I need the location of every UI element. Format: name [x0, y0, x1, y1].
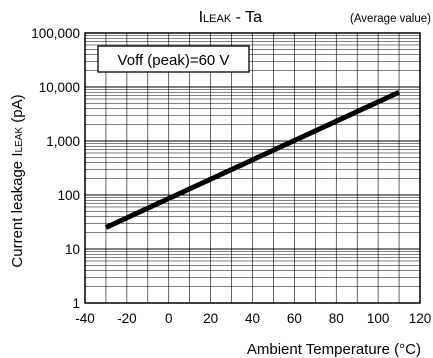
y-tick-label: 100,000 — [31, 26, 80, 41]
y-tick-label: 10,000 — [39, 80, 80, 95]
x-tick-label: 100 — [367, 311, 390, 326]
ylabel-unit: (pA) — [9, 94, 26, 127]
x-tick-label: 80 — [329, 311, 344, 326]
y-tick-label: 1 — [72, 296, 80, 311]
annotation-box: Voff (peak)=60 V — [97, 45, 250, 73]
plot-frame — [84, 32, 421, 304]
x-tick-label: 0 — [165, 311, 173, 326]
series-line — [104, 89, 401, 230]
y-tick-label: 10 — [65, 242, 80, 257]
x-tick-label: 60 — [287, 311, 302, 326]
x-tick-label: -40 — [75, 311, 95, 326]
title-rest: - Ta — [231, 9, 262, 26]
annotation-frame — [97, 45, 250, 73]
grid-lines — [85, 33, 420, 303]
y-axis-label: Current leakage ILEAK (pA) — [9, 94, 26, 267]
x-tick-label: 40 — [245, 311, 260, 326]
title-sub: LEAK — [203, 13, 232, 25]
x-tick-labels: -40 -20 0 20 40 60 80 100 120 — [75, 311, 431, 326]
x-tick-label: -20 — [117, 311, 137, 326]
chart-subtitle: (Average value) — [350, 13, 431, 25]
chart-title: ILEAK - Ta — [199, 9, 263, 26]
y-tick-label: 100 — [57, 188, 80, 203]
y-tick-labels: 1 10 100 1,000 10,000 100,000 — [31, 26, 80, 311]
ylabel-sub: LEAK — [14, 127, 25, 153]
ylabel-main: Current leakage I — [9, 153, 26, 268]
annotation-text: Voff (peak)=60 V — [118, 52, 230, 69]
x-tick-label: 20 — [203, 311, 218, 326]
title-main: I — [199, 9, 203, 26]
y-tick-label: 1,000 — [46, 134, 80, 149]
x-tick-label: 120 — [409, 311, 432, 326]
series-group — [104, 89, 401, 230]
x-axis-label: Ambient Temperature (°C) — [247, 341, 421, 358]
